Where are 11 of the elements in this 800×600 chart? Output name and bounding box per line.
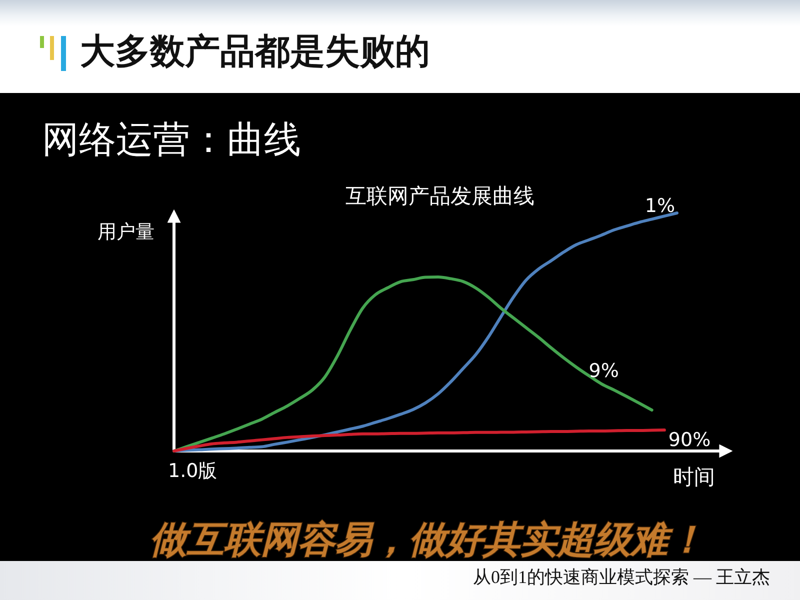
text: 大多数产品都是失败的 — [80, 32, 430, 72]
chart-title: 互联网产品发展曲线 — [346, 184, 534, 208]
series-label: 9% — [588, 360, 619, 382]
text: 做互联网容易，做好其实超级难！ — [150, 518, 705, 561]
x-axis-title: 时间 — [673, 465, 715, 489]
text: 网络运营：曲线 — [42, 118, 301, 161]
text: 从0到1的快速商业模式探索 — 王立杰 — [473, 567, 770, 587]
text: 1.0版 — [168, 460, 218, 482]
series-label: 90% — [668, 429, 711, 452]
series-label: 1% — [644, 195, 676, 217]
y-axis-title: 用户量 — [98, 221, 154, 243]
